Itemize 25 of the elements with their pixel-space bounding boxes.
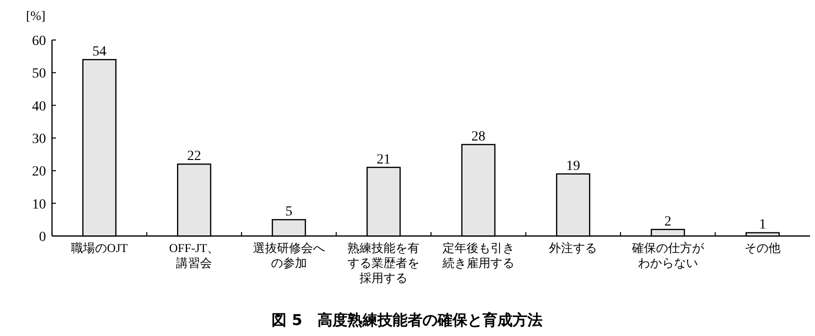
data-label: 19 <box>566 158 580 174</box>
text: 図 5 高度熟練技能者の確保と育成方法 <box>272 311 542 329</box>
data-label: 54 <box>92 44 106 60</box>
y-tick-label: 20 <box>32 164 46 180</box>
x-tick-label: 定年後も引き続き雇用する <box>441 241 514 270</box>
y-tick-label: 40 <box>32 99 46 114</box>
x-tick-label: その他 <box>744 241 781 255</box>
x-tick-label: 外注する <box>549 241 598 255</box>
data-label: 1 <box>759 218 766 233</box>
y-axis-title: [%] <box>26 8 46 23</box>
x-tick-label: OFF-JT、講習会 <box>169 241 220 270</box>
y-tick-label: 10 <box>32 197 46 212</box>
y-tick-label: 50 <box>32 66 46 82</box>
y-tick-label: 0 <box>39 230 46 245</box>
data-label: 2 <box>664 214 672 230</box>
data-label: 22 <box>187 149 202 164</box>
x-tick-label: 熟練技能を有する業歴者を採用する <box>348 241 420 285</box>
data-label: 28 <box>471 130 486 145</box>
x-tick-label: 確保の仕方がわからない <box>630 241 705 270</box>
x-tick-label: 職場のOJT <box>71 241 128 255</box>
data-label: 5 <box>285 204 292 220</box>
x-tick-label: 選抜研修会への参加 <box>252 241 325 270</box>
y-tick-label: 30 <box>32 132 46 147</box>
data-label: 21 <box>376 152 391 168</box>
y-tick-label: 60 <box>32 34 46 49</box>
